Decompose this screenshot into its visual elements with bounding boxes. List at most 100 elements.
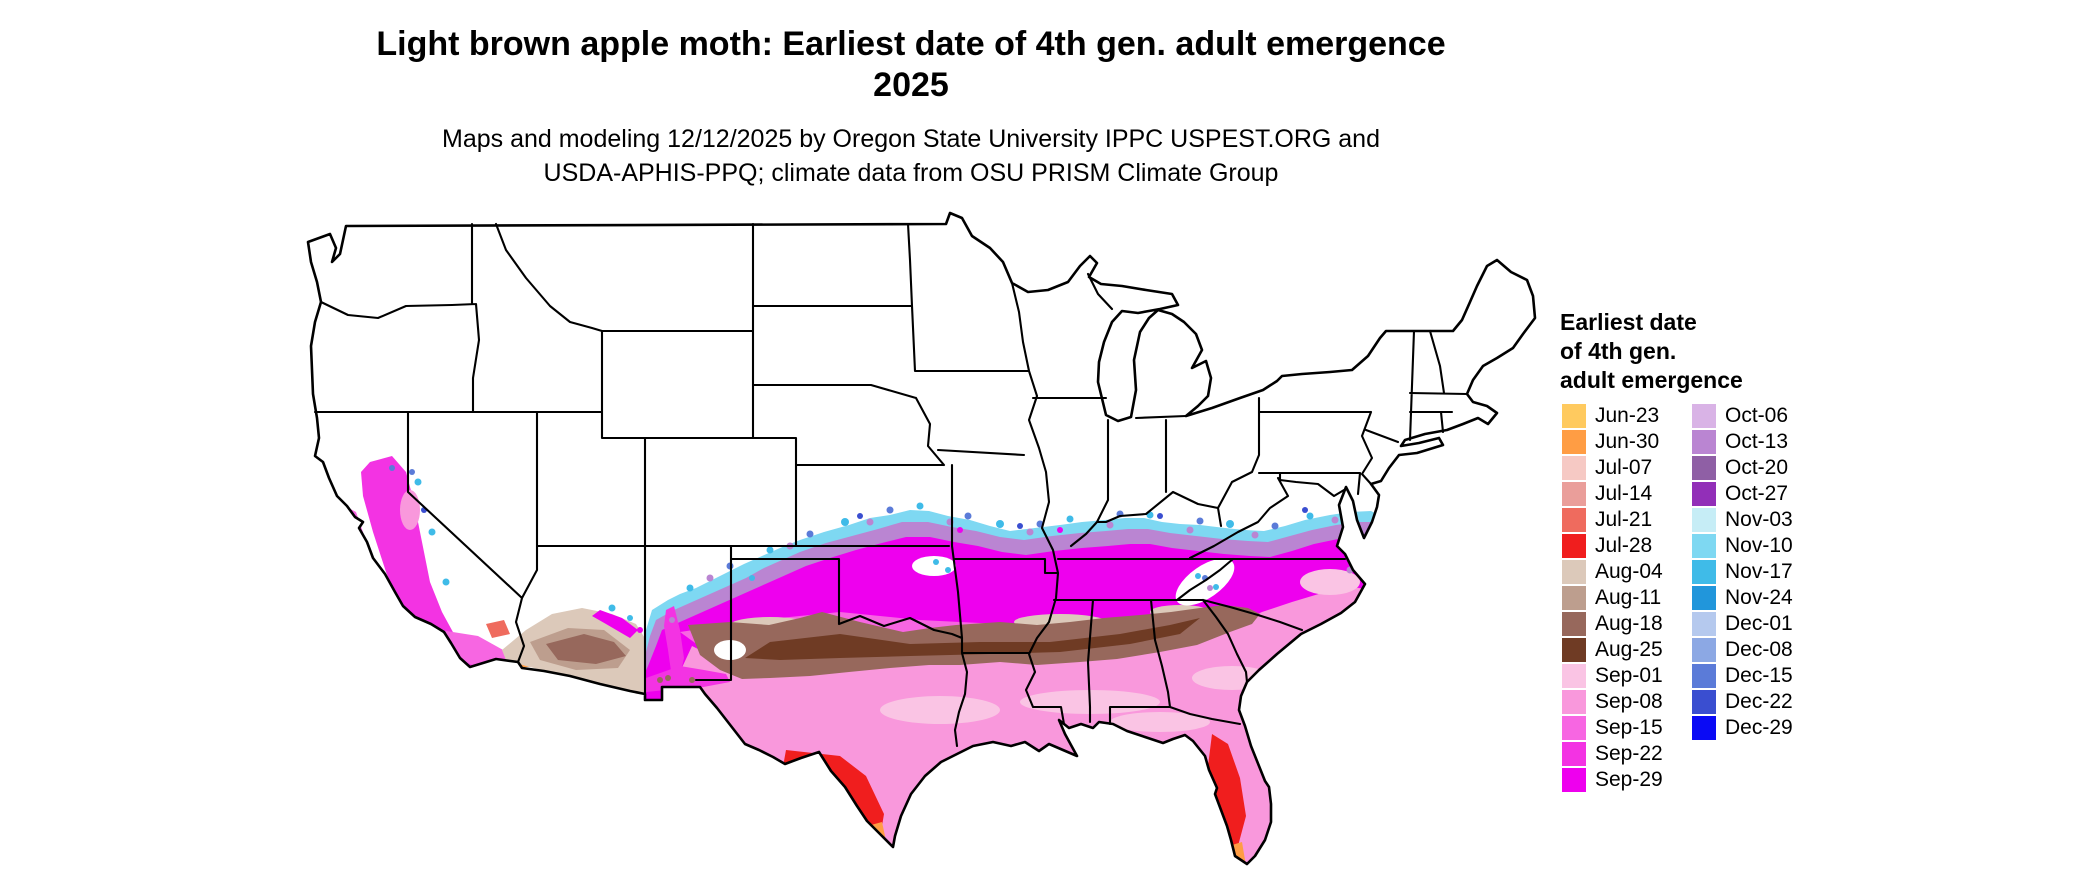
legend-column-2: Oct-06 Oct-13 Oct-20 Oct-27 Nov-03 Nov-10 Nov-… [1692,404,1793,742]
legend-entry-Jul-28: Jul-28 [1562,534,1663,558]
map-title-line1: Light brown apple moth: Earliest date of… [376,25,1446,63]
legend-label: Nov-10 [1725,534,1793,557]
map-subtitle: Maps and modeling 12/12/2025 by Oregon S… [0,122,1822,190]
map-title-line2: 2025 [873,66,949,104]
legend-label: Jul-07 [1595,456,1653,479]
region-newmexico-strip [646,666,730,692]
legend-label: Aug-04 [1595,560,1663,583]
legend-swatch [1692,430,1716,454]
legend-swatch [1562,664,1586,688]
legend-label: Oct-20 [1725,456,1789,479]
legend-swatch [1562,482,1586,506]
legend-swatch [1562,560,1586,584]
region-arizona-brown [546,634,626,664]
legend-entry-Nov-03: Nov-03 [1692,508,1793,532]
legend-entry-Dec-01: Dec-01 [1692,612,1793,636]
legend-label: Aug-25 [1595,638,1663,661]
legend-swatch [1562,430,1586,454]
map-title: Light brown apple moth: Earliest date of… [0,24,1822,106]
legend-swatch [1562,742,1586,766]
region-sep01-patch [880,696,1000,724]
legend-entry-Oct-27: Oct-27 [1692,482,1793,506]
legend-swatch [1562,716,1586,740]
legend-entry-Aug-25: Aug-25 [1562,638,1663,662]
legend-label: Aug-11 [1595,586,1662,609]
legend-label: Oct-27 [1725,482,1789,505]
legend-label: Dec-22 [1725,690,1793,713]
legend-swatch [1692,456,1716,480]
region-riogrande-valley [664,606,684,678]
legend-entry-Nov-24: Nov-24 [1692,586,1793,610]
region-california-valley [361,456,478,667]
region-california-pink-patch [400,490,420,530]
legend-swatch [1562,768,1586,792]
legend-swatch [1692,534,1716,558]
legend-entry-Jun-23: Jun-23 [1562,404,1663,428]
legend-entry-Dec-08: Dec-08 [1692,638,1793,662]
legend-entry-Jul-07: Jul-07 [1562,456,1663,480]
legend-entry-Nov-10: Nov-10 [1692,534,1793,558]
legend-swatch [1562,508,1586,532]
legend-swatch [1692,690,1716,714]
legend-label: Jun-23 [1595,404,1660,427]
region-sep01-patch [1110,712,1210,732]
legend-swatch [1562,586,1586,610]
region-arizona-magenta-fringe [592,610,638,638]
region-sep01-patch [1300,569,1360,595]
legend-label: Oct-13 [1725,430,1789,453]
region-aug-late-core [745,618,1200,660]
legend-title-line1: Earliest date [1560,309,1697,335]
legend-label: Dec-29 [1725,716,1793,739]
legend-label: Aug-18 [1595,612,1663,635]
region-aug-band [688,605,1260,679]
legend-label: Jul-28 [1595,534,1653,557]
legend-label: Sep-15 [1595,716,1663,739]
legend-label: Sep-29 [1595,768,1663,791]
legend-entry-Dec-29: Dec-29 [1692,716,1793,740]
region-jul-florida [1208,734,1246,850]
legend-entry-Sep-22: Sep-22 [1562,742,1663,766]
legend-swatch [1562,404,1586,428]
legend-swatch [1692,482,1716,506]
legend-entry-Oct-20: Oct-20 [1692,456,1793,480]
legend-swatch [1692,638,1716,662]
legend-swatch [1692,612,1716,636]
legend-label: Nov-24 [1725,586,1793,609]
legend-title: Earliest date of 4th gen. adult emergenc… [1560,308,1743,395]
legend-entry-Aug-11: Aug-11 [1562,586,1663,610]
legend-entry-Jun-30: Jun-30 [1562,430,1663,454]
legend-label: Dec-08 [1725,638,1793,661]
legend-entry-Dec-22: Dec-22 [1692,690,1793,714]
legend-label: Oct-06 [1725,404,1789,427]
legend-swatch [1562,612,1586,636]
legend-title-line2: of 4th gen. [1560,338,1677,364]
emergence-date-raster [333,456,1426,872]
legend-swatch [1562,638,1586,662]
legend-label: Nov-03 [1725,508,1793,531]
legend-entry-Sep-29: Sep-29 [1562,768,1663,792]
region-jul-socal [486,620,510,638]
legend-label: Jul-14 [1595,482,1653,505]
legend-entry-Oct-06: Oct-06 [1692,404,1793,428]
legend-swatch [1692,508,1716,532]
legend-entry-Sep-08: Sep-08 [1562,690,1663,714]
legend-title-line3: adult emergence [1560,367,1743,393]
legend-label: Nov-17 [1725,560,1793,583]
legend-swatch [1692,664,1716,688]
legend-entry-Jul-21: Jul-21 [1562,508,1663,532]
map-subtitle-line2: USDA-APHIS-PPQ; climate data from OSU PR… [543,159,1279,187]
legend-label: Sep-08 [1595,690,1663,713]
legend-label: Jul-21 [1595,508,1653,531]
legend-swatch [1692,560,1716,584]
legend-label: Sep-22 [1595,742,1663,765]
legend-entry-Aug-18: Aug-18 [1562,612,1663,636]
legend-label: Jun-30 [1595,430,1660,453]
region-jun23-dot [872,847,878,853]
legend-entry-Oct-13: Oct-13 [1692,430,1793,454]
region-jun23-dot [1226,864,1234,872]
legend-entry-Nov-17: Nov-17 [1692,560,1793,584]
legend-entry-Dec-15: Dec-15 [1692,664,1793,688]
legend-swatch [1692,404,1716,428]
state-boundaries [313,222,1469,748]
